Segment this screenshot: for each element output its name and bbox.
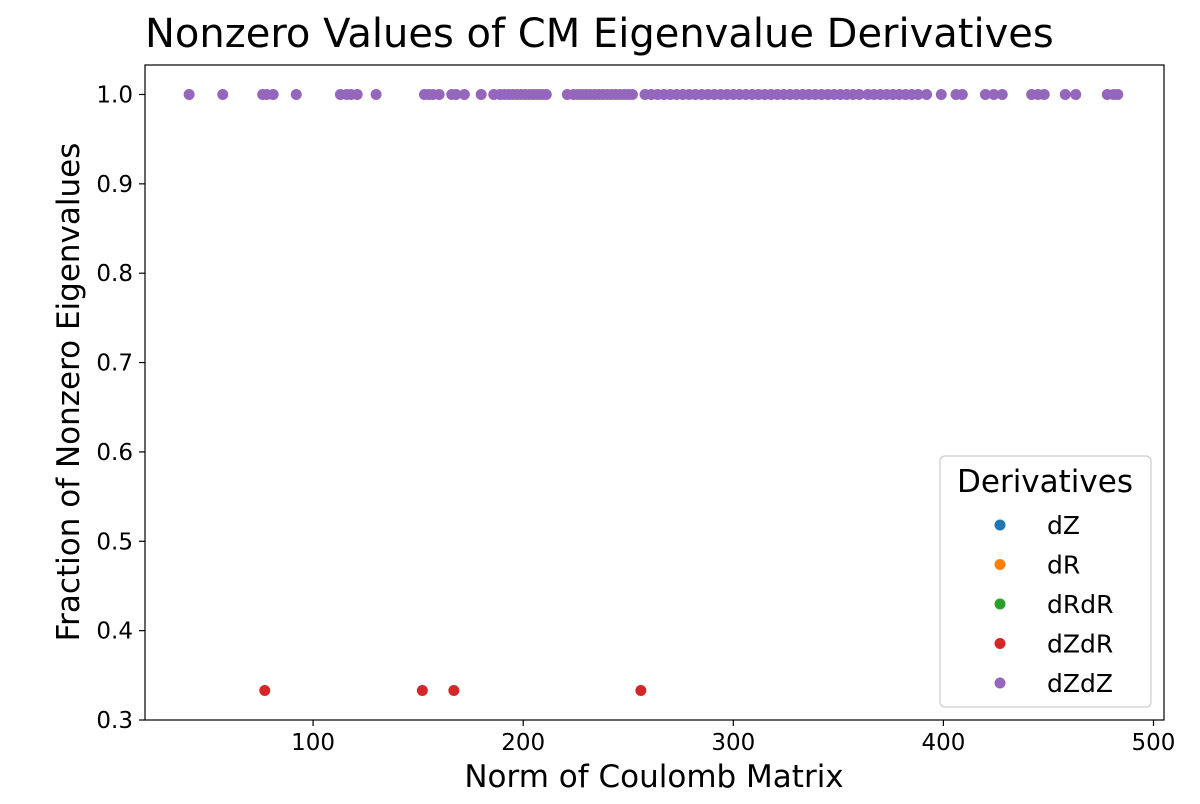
point-dzdr [259, 685, 271, 697]
point-dzdz [921, 88, 933, 100]
legend-marker-dr [994, 559, 1006, 570]
point-dzdz [475, 88, 487, 100]
point-dzdr [635, 685, 647, 697]
y-tick-label: 0.4 [96, 619, 133, 645]
point-dzdz [540, 88, 552, 100]
legend-label-dr: dR [1047, 551, 1080, 580]
plot-frame [144, 64, 1165, 721]
point-dzdz [935, 88, 947, 100]
legend-marker-dz [994, 519, 1006, 531]
point-dzdz [458, 88, 470, 100]
point-dzdz [351, 88, 363, 100]
y-axis-label: Fraction of Nonzero Eigenvalues [51, 143, 87, 642]
x-tick-label: 200 [501, 730, 545, 756]
x-tick-label: 100 [291, 730, 335, 756]
legend-label-drdr: dRdR [1047, 590, 1113, 619]
legend-marker-dzdr [994, 638, 1006, 649]
chart-title: Nonzero Values of CM Eigenvalue Derivati… [145, 11, 1054, 57]
x-tick-label: 400 [921, 730, 965, 756]
legend-label-dzdr: dZdR [1047, 630, 1113, 659]
point-dzdz [853, 88, 865, 100]
point-dzdz [267, 88, 279, 100]
point-dzdz [290, 88, 302, 100]
point-dzdz [217, 88, 229, 100]
y-tick-label: 0.9 [96, 172, 133, 198]
point-dzdz [1059, 88, 1071, 100]
point-dzdz [988, 88, 1000, 100]
point-dzdz [370, 88, 382, 100]
legend-title: Derivatives [957, 464, 1133, 500]
point-dzdz [912, 88, 924, 100]
point-dzdz [1070, 88, 1082, 100]
point-dzdz [1112, 88, 1124, 100]
y-tick-label: 1.0 [96, 82, 133, 108]
point-dzdr [416, 685, 428, 697]
point-dzdz [183, 88, 195, 100]
legend-label-dzdz: dZdZ [1047, 669, 1113, 698]
x-axis-label: Norm of Coulomb Matrix [464, 759, 843, 795]
legend-marker-dzdz [994, 677, 1006, 689]
y-tick-label: 0.5 [96, 529, 133, 555]
y-tick-label: 0.8 [96, 261, 133, 287]
point-dzdz [1038, 88, 1050, 100]
y-tick-label: 0.7 [96, 351, 133, 377]
legend-box [939, 455, 1152, 708]
point-dzdz [626, 88, 638, 100]
x-tick-label: 500 [1132, 730, 1176, 756]
y-tick-label: 0.3 [96, 708, 133, 734]
legend-marker-drdr [994, 598, 1006, 610]
point-dzdr [448, 685, 460, 697]
point-dzdz [433, 88, 445, 100]
point-dzdz [979, 88, 991, 100]
data-points [183, 88, 1124, 697]
y-tick-label: 0.6 [96, 440, 133, 466]
point-dzdz [450, 88, 462, 100]
y-axis-ticks: 0.3 0.4 0.5 0.6 0.7 0.8 0.9 1.0 [96, 82, 145, 734]
point-dzdz [996, 88, 1008, 100]
x-tick-label: 300 [711, 730, 755, 756]
x-axis-ticks: 100 200 300 400 500 [291, 720, 1175, 756]
point-dzdz [956, 88, 968, 100]
legend-label-dz: dZ [1047, 511, 1080, 540]
